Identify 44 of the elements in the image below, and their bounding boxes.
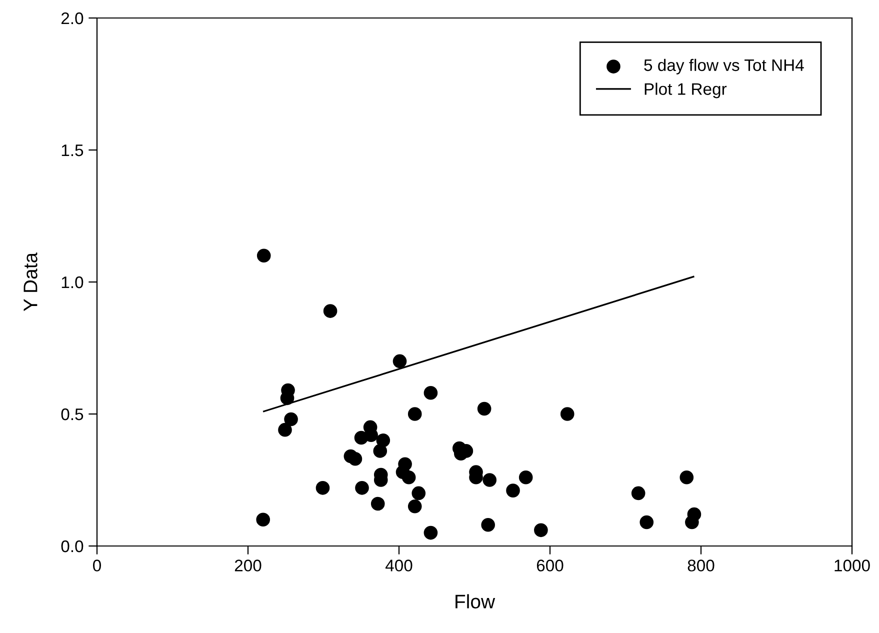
x-tick-label: 200 [234, 560, 262, 572]
point [482, 473, 497, 487]
point [316, 481, 330, 495]
y-tick-label: 1.5 [62, 144, 84, 156]
point [408, 407, 422, 421]
x-tick-label: 1000 [834, 560, 870, 572]
x-axis-title: Flow [456, 594, 496, 608]
point [560, 407, 574, 421]
y-axis-title: Y Data [24, 252, 38, 312]
point [640, 515, 654, 530]
point [412, 486, 426, 500]
point [348, 452, 362, 466]
point [256, 248, 271, 263]
point [685, 515, 699, 530]
point [631, 486, 646, 500]
point [518, 470, 533, 484]
point [680, 470, 694, 484]
point [355, 481, 369, 495]
point [534, 523, 548, 538]
point [477, 402, 492, 416]
point [323, 304, 338, 318]
x-tick-label: 0 [93, 560, 101, 572]
point [376, 433, 390, 448]
y-tick-label: 2.0 [61, 12, 84, 24]
y-tick-label: 0.0 [61, 540, 84, 552]
point [373, 444, 388, 458]
legend-label: Plot 1 Regr [644, 82, 727, 98]
point [256, 512, 270, 527]
point [284, 412, 298, 426]
x-tick-label: 600 [536, 560, 564, 572]
point [424, 526, 438, 540]
point [506, 484, 520, 498]
y-tick-label: 1.0 [62, 276, 84, 288]
x-tick-label: 800 [688, 560, 714, 572]
point [370, 496, 385, 511]
y-tick-label: 0.5 [61, 408, 84, 420]
point [278, 422, 292, 437]
point [402, 470, 416, 484]
point [408, 499, 422, 514]
legend-label: 5 day flow vs Tot NH4 [644, 58, 804, 74]
point [424, 386, 438, 400]
point [481, 518, 495, 532]
x-tick-label: 400 [385, 560, 412, 572]
point [392, 354, 407, 368]
